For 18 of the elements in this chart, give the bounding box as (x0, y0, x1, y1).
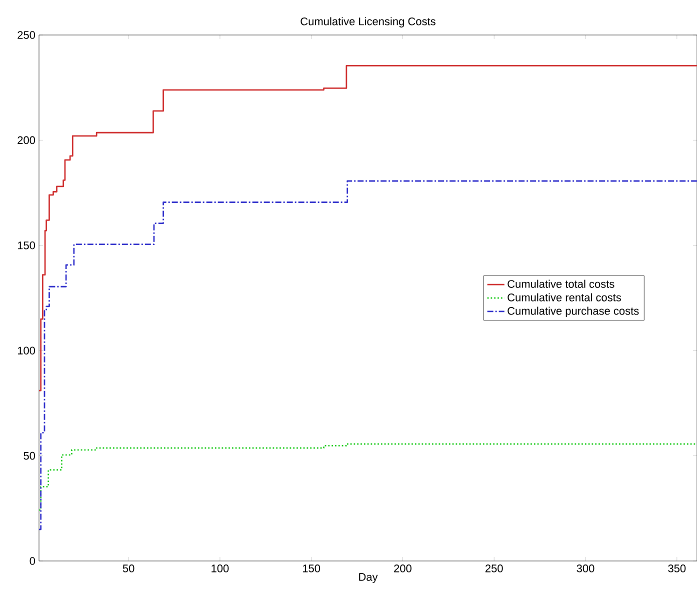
x-tick-label: 300 (576, 564, 594, 572)
x-tick-label: 250 (485, 564, 503, 572)
y-tick-label: 250 (18, 31, 36, 39)
x-tick-label: 50 (122, 564, 134, 572)
y-tick-label: 50 (24, 452, 36, 460)
x-tick-label: 150 (302, 564, 320, 572)
x-tick-label: 200 (394, 564, 412, 572)
legend-label: Cumulative total costs (508, 280, 614, 288)
chart-title: Cumulative Licensing Costs (300, 17, 436, 28)
y-tick-label: 0 (30, 557, 36, 565)
x-tick-label: 100 (212, 564, 229, 572)
x-axis-title: Day (359, 573, 378, 584)
y-tick-label: 200 (18, 136, 36, 144)
legend-label: Cumulative purchase costs (508, 306, 639, 317)
y-tick-label: 150 (18, 242, 36, 250)
y-tick-label: 100 (18, 346, 36, 354)
legend-label: Cumulative rental costs (508, 293, 621, 302)
x-tick-label: 350 (668, 564, 686, 572)
